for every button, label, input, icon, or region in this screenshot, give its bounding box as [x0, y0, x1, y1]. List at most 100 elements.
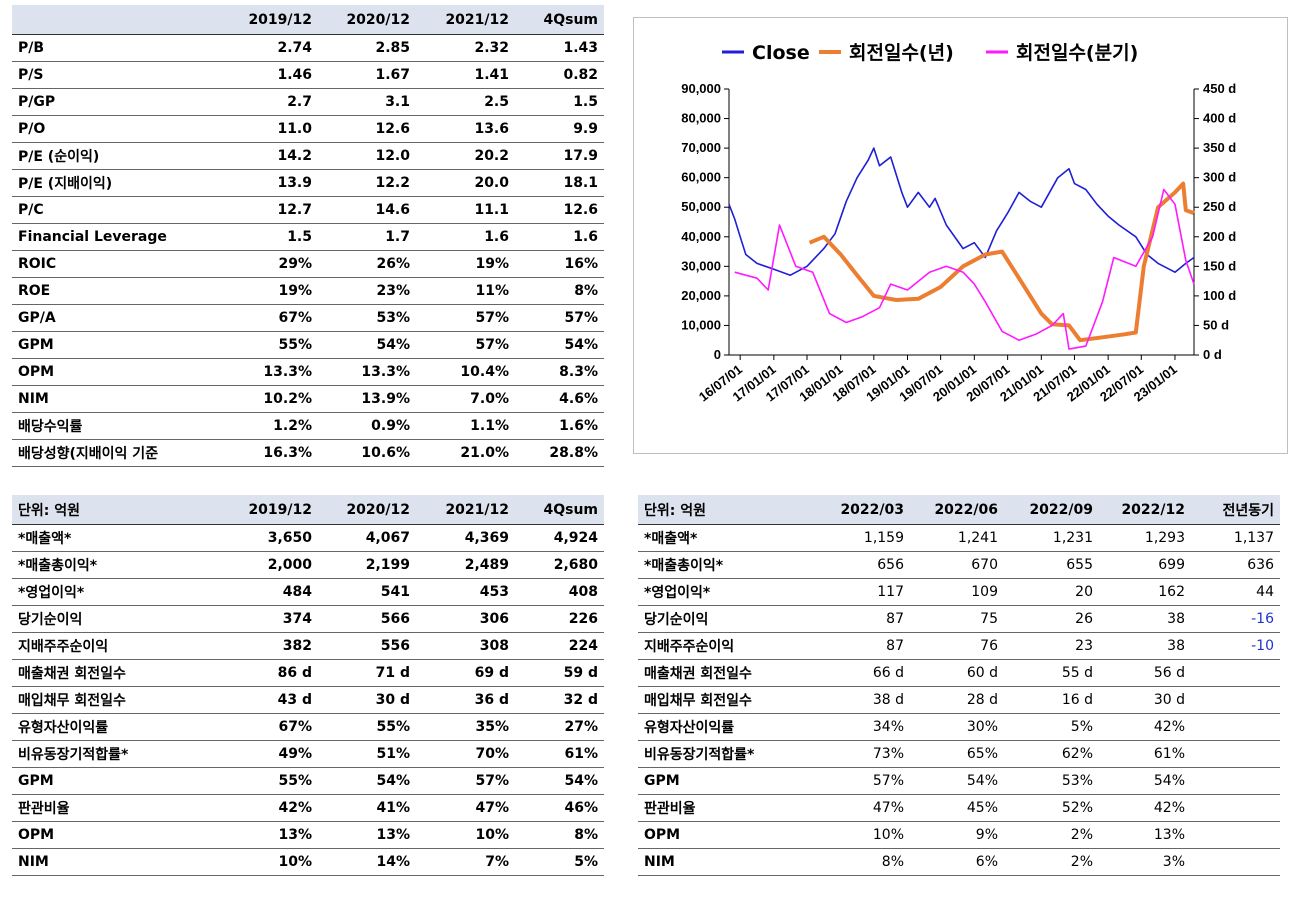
chart-panel: 0 10,000 20,000 30,000 40,000 50,000 60,000 70,… [633, 17, 1288, 454]
y-right-tick-label: 200 d [1203, 229, 1236, 244]
table-cell: 1.1% [416, 412, 515, 440]
y-left-tick-label: 30,000 [681, 258, 721, 273]
table-cell: 38 d [814, 686, 910, 714]
row-label: NIM [12, 848, 223, 876]
table-cell: 484 [223, 578, 318, 606]
table-cell: 13.6 [416, 115, 515, 143]
table-row: 매출채권 회전일수 86 d 71 d 69 d 59 d [12, 659, 604, 687]
table-cell: 656 [814, 551, 910, 579]
table-row: P/E (지배이익) 13.9 12.2 20.0 18.1 [12, 169, 604, 197]
table-cell: 12.7 [223, 196, 318, 224]
table-cell: 0.82 [515, 61, 604, 89]
table-cell: 10% [223, 848, 318, 876]
y-left-tick-label: 40,000 [681, 229, 721, 244]
table-row: 당기순이익 87 75 26 38 -16 [638, 605, 1280, 633]
table-cell: 20 [1004, 578, 1099, 606]
y-right-tick-label: 450 d [1203, 81, 1236, 96]
table-cell: 21.0% [416, 439, 515, 467]
table-cell: 55% [223, 331, 318, 359]
row-label: GPM [638, 767, 814, 795]
row-label: 매출채권 회전일수 [638, 659, 814, 687]
table-cell: 87 [814, 632, 910, 660]
row-label: Financial Leverage [12, 223, 223, 251]
table-header-row: 단위: 억원 2019/12 2020/12 2021/12 4Qsum [12, 495, 604, 525]
table-row: *매출총이익* 2,000 2,199 2,489 2,680 [12, 551, 604, 579]
table-cell: 8.3% [515, 358, 604, 386]
row-label: ROIC [12, 250, 223, 278]
table-cell: 23 [1004, 632, 1099, 660]
table-cell: 12.0 [318, 142, 416, 170]
table-cell: 374 [223, 605, 318, 633]
table-cell [1191, 821, 1280, 849]
column-header: 2020/12 [318, 495, 416, 525]
table-cell: 16 d [1004, 686, 1099, 714]
table-cell: 226 [515, 605, 604, 633]
table-cell: 1,241 [910, 524, 1004, 552]
table-row: NIM 10% 14% 7% 5% [12, 848, 604, 876]
table-row: *매출총이익* 656 670 655 699 636 [638, 551, 1280, 579]
table-cell [1191, 848, 1280, 876]
table-cell: 2.32 [416, 34, 515, 62]
row-label: *매출총이익* [638, 551, 814, 579]
combo-line-chart: 0 10,000 20,000 30,000 40,000 50,000 60,000 70,… [681, 42, 1236, 405]
table-cell: -10 [1191, 632, 1280, 660]
table-cell: 5% [1004, 713, 1099, 741]
table-row: GP/A 67% 53% 57% 57% [12, 304, 604, 332]
table-cell: 2.74 [223, 34, 318, 62]
table-cell: 453 [416, 578, 515, 606]
row-label: P/B [12, 34, 223, 62]
column-header: 전년동기 [1191, 495, 1280, 525]
table-cell: 66 d [814, 659, 910, 687]
table-cell: 38 [1099, 632, 1191, 660]
y-left-tick-label: 90,000 [681, 81, 721, 96]
annual-financials-table: 단위: 억원 2019/12 2020/12 2021/12 4Qsum *매출액* 3,… [12, 495, 604, 876]
table-cell: 2% [1004, 848, 1099, 876]
table-cell: 11% [416, 277, 515, 305]
table-cell: 7.0% [416, 385, 515, 413]
table-row: 지배주주순이익 87 76 23 38 -10 [638, 632, 1280, 660]
y-left-tick-label: 60,000 [681, 170, 721, 185]
table-cell: 306 [416, 605, 515, 633]
row-label: 지배주주순이익 [638, 632, 814, 660]
table-cell: 1,231 [1004, 524, 1099, 552]
table-cell: 54% [318, 331, 416, 359]
column-header: 2022/03 [814, 495, 910, 525]
row-label: *영업이익* [12, 578, 223, 606]
table-cell: 29% [223, 250, 318, 278]
table-cell: 1.6% [515, 412, 604, 440]
row-label: *영업이익* [638, 578, 814, 606]
table-row: 판관비율 47% 45% 52% 42% [638, 794, 1280, 822]
table-cell: 56 d [1099, 659, 1191, 687]
y-right-tick-label: 150 d [1203, 258, 1236, 273]
table-cell: 49% [223, 740, 318, 768]
table-cell: 109 [910, 578, 1004, 606]
table-cell [1191, 713, 1280, 741]
table-cell: 55% [223, 767, 318, 795]
table-cell: 59 d [515, 659, 604, 687]
row-label: *매출총이익* [12, 551, 223, 579]
table-cell: 57% [814, 767, 910, 795]
table-cell: 13.9% [318, 385, 416, 413]
table-cell: 51% [318, 740, 416, 768]
table-cell: 57% [416, 331, 515, 359]
row-label: *매출액* [12, 524, 223, 552]
table-cell: 17.9 [515, 142, 604, 170]
row-label: 배당수익률 [12, 412, 223, 440]
table-cell: 308 [416, 632, 515, 660]
table-cell: 65% [910, 740, 1004, 768]
table-cell: 2.85 [318, 34, 416, 62]
row-label: 비유동장기적합률* [638, 740, 814, 768]
table-cell: 42% [1099, 794, 1191, 822]
row-label: P/E (지배이익) [12, 169, 223, 197]
row-label: 당기순이익 [638, 605, 814, 633]
table-cell: 655 [1004, 551, 1099, 579]
column-header: 4Qsum [515, 5, 604, 35]
table-cell: 9% [910, 821, 1004, 849]
table-cell: 1.7 [318, 223, 416, 251]
table-cell: 9.9 [515, 115, 604, 143]
table-cell: 1.2% [223, 412, 318, 440]
table-cell: 14.2 [223, 142, 318, 170]
table-row: P/B 2.74 2.85 2.32 1.43 [12, 34, 604, 62]
column-header: 2021/12 [416, 495, 515, 525]
table-cell: 670 [910, 551, 1004, 579]
